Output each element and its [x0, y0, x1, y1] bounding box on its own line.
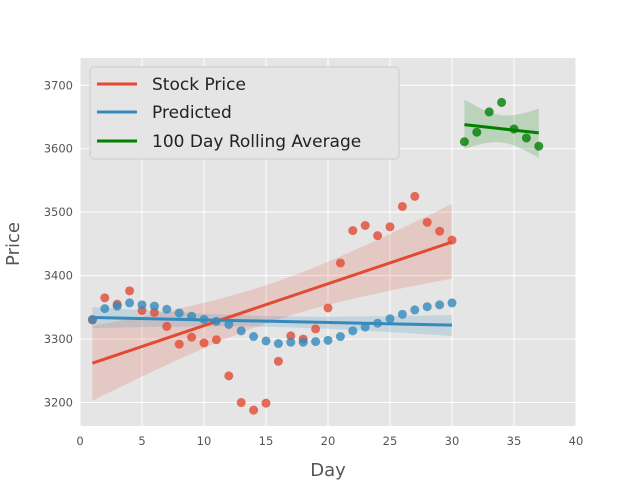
data-point-stock-price — [100, 293, 110, 303]
data-point-predicted — [311, 337, 321, 347]
data-point-predicted — [422, 302, 432, 312]
y-tick-label: 3300 — [44, 332, 73, 346]
data-point-stock-price — [323, 303, 333, 313]
data-point-predicted — [298, 337, 308, 347]
data-point-stock-price — [373, 231, 383, 241]
data-point-stock-price — [360, 221, 370, 231]
y-axis-label: Price — [3, 222, 24, 266]
y-tick-label: 3200 — [44, 396, 73, 410]
data-point-stock-price — [397, 201, 407, 211]
x-tick-label: 25 — [383, 434, 398, 448]
data-point-stock-price — [335, 258, 345, 268]
data-point-stock-price — [410, 191, 420, 201]
data-point-stock-price — [435, 226, 445, 236]
data-point-stock-price — [385, 222, 395, 232]
data-point-stock-price — [422, 217, 432, 227]
tick-labels: 0 5 10 15 20 25 30 35 40 3200 3300 3400 3500 3600 3700 — [44, 78, 584, 448]
x-tick-label: 30 — [445, 434, 460, 448]
regression-line-stock-price — [91, 240, 453, 365]
data-point-predicted — [112, 301, 122, 311]
data-point-predicted — [435, 300, 445, 310]
data-point-predicted — [348, 326, 358, 336]
data-point-stock-price — [125, 286, 135, 296]
data-point-stock-price — [447, 235, 457, 245]
data-point-predicted — [286, 337, 296, 347]
x-tick-label: 5 — [138, 434, 145, 448]
x-axis-label: Day — [310, 460, 346, 480]
data-point-stock-price — [199, 338, 209, 348]
data-point-100-day-rolling-average — [521, 133, 531, 143]
y-tick-label: 3500 — [44, 205, 73, 219]
data-point-stock-price — [286, 331, 296, 341]
data-points — [87, 97, 544, 415]
legend-label-stock-price: Stock Price — [152, 75, 246, 95]
data-point-predicted — [410, 305, 420, 315]
data-point-predicted — [162, 304, 172, 314]
data-point-stock-price — [174, 339, 184, 349]
data-point-100-day-rolling-average — [534, 141, 544, 151]
data-point-predicted — [360, 322, 370, 332]
data-point-predicted — [125, 298, 135, 308]
data-point-stock-price — [348, 226, 358, 236]
x-tick-label: 15 — [259, 434, 274, 448]
data-point-predicted — [236, 326, 246, 336]
data-point-predicted — [273, 339, 283, 349]
data-point-predicted — [373, 318, 383, 328]
data-point-stock-price — [187, 332, 197, 342]
legend: Stock Price Predicted 100 Day Rolling Av… — [89, 66, 400, 160]
data-point-predicted — [397, 309, 407, 319]
data-point-stock-price — [249, 405, 259, 415]
data-point-stock-price — [149, 307, 159, 317]
y-tick-label: 3600 — [44, 142, 73, 156]
x-tick-label: 35 — [507, 434, 522, 448]
data-point-stock-price — [311, 324, 321, 334]
data-point-stock-price — [236, 398, 246, 408]
data-point-stock-price — [261, 398, 271, 408]
y-tick-label: 3400 — [44, 269, 73, 283]
regression-line-100-day-rolling-average — [464, 123, 539, 135]
data-point-predicted — [137, 300, 147, 310]
x-tick-label: 10 — [197, 434, 212, 448]
data-point-predicted — [174, 308, 184, 318]
data-point-stock-price — [211, 335, 221, 345]
data-point-100-day-rolling-average — [472, 127, 482, 137]
legend-box — [89, 66, 400, 160]
data-point-stock-price — [224, 371, 234, 381]
data-point-predicted — [385, 314, 395, 324]
x-tick-label: 40 — [569, 434, 584, 448]
legend-label-rolling-average: 100 Day Rolling Average — [152, 132, 361, 152]
x-tick-label: 20 — [321, 434, 336, 448]
data-point-predicted — [211, 316, 221, 326]
data-point-predicted — [149, 301, 159, 311]
data-point-100-day-rolling-average — [497, 97, 507, 107]
data-point-100-day-rolling-average — [484, 107, 494, 117]
data-point-predicted — [187, 311, 197, 321]
data-point-predicted — [447, 298, 457, 308]
data-point-predicted — [261, 336, 271, 346]
regression-lines — [91, 123, 539, 365]
x-tick-label: 0 — [76, 434, 83, 448]
data-point-predicted — [87, 314, 97, 324]
data-point-predicted — [249, 332, 259, 342]
data-point-predicted — [323, 335, 333, 345]
data-point-100-day-rolling-average — [459, 137, 469, 147]
data-point-predicted — [199, 314, 209, 324]
data-point-predicted — [224, 319, 234, 329]
data-point-predicted — [100, 304, 110, 314]
legend-label-predicted: Predicted — [152, 103, 232, 123]
y-tick-label: 3700 — [44, 78, 73, 92]
data-point-stock-price — [273, 356, 283, 366]
data-point-predicted — [335, 332, 345, 342]
regression-line-predicted — [92, 316, 453, 327]
data-point-stock-price — [162, 321, 172, 331]
data-point-100-day-rolling-average — [509, 124, 519, 134]
